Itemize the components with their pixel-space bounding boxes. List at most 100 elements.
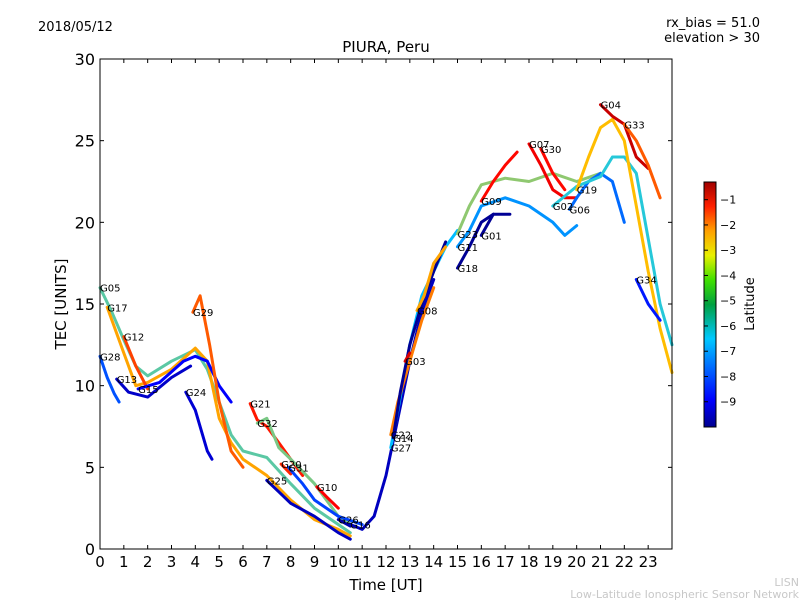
series-line-g08 [415,245,448,312]
colorbar-tick-label: −9 [720,396,736,409]
series-line-g02 [551,155,674,347]
colorbar-tick-label: −4 [720,269,736,282]
x-tick-label: 19 [543,553,562,571]
y-axis-label: TEC [UNITS] [52,259,70,351]
x-tick-label: 8 [286,553,296,571]
series-line-g25 [265,478,352,541]
series-label: G06 [570,205,590,216]
series-label: G20 [281,460,301,471]
series-label: G05 [100,284,120,295]
series-label: G30 [541,145,561,156]
series-label: G12 [124,333,144,344]
series-line-g07 [527,142,579,200]
colorbar-tick-label: −6 [720,320,736,333]
y-tick-label: 25 [75,132,95,151]
series-layer [98,103,674,541]
series-label: G29 [193,308,213,319]
colorbar [703,181,717,428]
series-line-g13 [115,364,193,399]
series-label: G33 [624,120,644,131]
series-line-g22 [389,286,436,437]
series-label: G01 [481,231,501,242]
series-label: G22 [391,431,411,442]
series-label: G31 [288,463,308,474]
x-tick-label: 9 [310,553,320,571]
series-line-g06 [568,171,626,224]
series-label: G13 [117,375,137,386]
x-tick-label: 20 [567,553,586,571]
x-tick-label: 11 [353,553,372,571]
x-tick-label: 3 [167,553,177,571]
x-axis-label: Time [UT] [348,576,422,594]
x-tick-label: 21 [591,553,610,571]
series-label: G25 [267,476,287,487]
series-line-g20 [279,462,293,476]
series-line-g27 [389,229,459,450]
colorbar-label: Latitude [743,277,758,331]
series-line-g14 [391,240,448,440]
colorbar-tick-label: −3 [720,244,736,257]
series-label: G21 [250,400,270,411]
series-label: G28 [100,352,120,363]
series-line-g24 [184,390,214,461]
series-label: G14 [393,434,413,445]
series-label: G15 [138,385,158,396]
x-tick-label: 12 [376,553,395,571]
series-line-g19 [575,117,674,375]
elevation-label: elevation > 30 [664,31,760,46]
x-tick-label: 1 [119,553,129,571]
series-line-g31 [286,465,364,526]
series-line-g15 [136,354,233,404]
colorbar-tick-label: −7 [720,345,736,358]
series-label: G27 [391,444,411,455]
series-label: G16 [350,521,370,532]
x-tick-label: 18 [519,553,538,571]
x-tick-label: 0 [95,553,105,571]
watermark-network: Low-Latitude Ionospheric Sensor Network [570,588,799,600]
x-tick-label: 10 [329,553,348,571]
x-tick-label: 2 [143,553,153,571]
chart-title: PIURA, Peru [342,38,429,56]
series-label: G24 [186,388,206,399]
x-tick-label: 14 [424,553,443,571]
y-tick-label: 15 [75,295,95,314]
colorbar-ticks: −1 −2 −3 −4 −5 −6 −7 −8 −9 [704,194,736,409]
series-line-g01 [479,212,512,237]
series-label: G08 [417,307,437,318]
series-line-g33 [622,122,662,200]
series-line-g12 [122,335,150,391]
series-label: G32 [257,419,277,430]
x-tick-label: 13 [400,553,419,571]
series-label: G10 [317,483,337,494]
series-label: G19 [577,186,597,197]
x-tick-label: 5 [214,553,224,571]
series-line-g11 [456,196,579,249]
series-line-g10 [315,485,340,510]
series-line-g29 [191,294,245,469]
x-tick-label: 23 [639,553,658,571]
colorbar-tick-label: −2 [720,219,736,232]
x-tick-label: 4 [191,553,201,571]
axis-ticks: 0 1 2 3 4 5 6 7 8 9 10 11 12 13 14 15 16 17 18 19 20 21 22 2305… [75,50,672,571]
series-line-g23 [456,171,602,236]
series-label: G11 [458,243,478,254]
series-label: G23 [458,230,478,241]
x-tick-label: 22 [615,553,634,571]
x-tick-label: 6 [238,553,248,571]
x-tick-label: 17 [496,553,515,571]
series-line-g18 [456,212,495,270]
series-label: G18 [458,264,478,275]
x-tick-label: 7 [262,553,272,571]
colorbar-tick-label: −5 [720,295,736,308]
y-tick-label: 5 [85,458,95,477]
series-label: G04 [601,101,621,112]
series-line-g28 [98,354,121,404]
colorbar-tick-label: −1 [720,194,736,207]
y-tick-label: 30 [75,50,95,69]
y-tick-label: 20 [75,213,95,232]
series-label: G26 [338,516,358,527]
rx-bias-label: rx_bias = 51.0 [666,16,760,31]
series-label: G17 [107,303,127,314]
